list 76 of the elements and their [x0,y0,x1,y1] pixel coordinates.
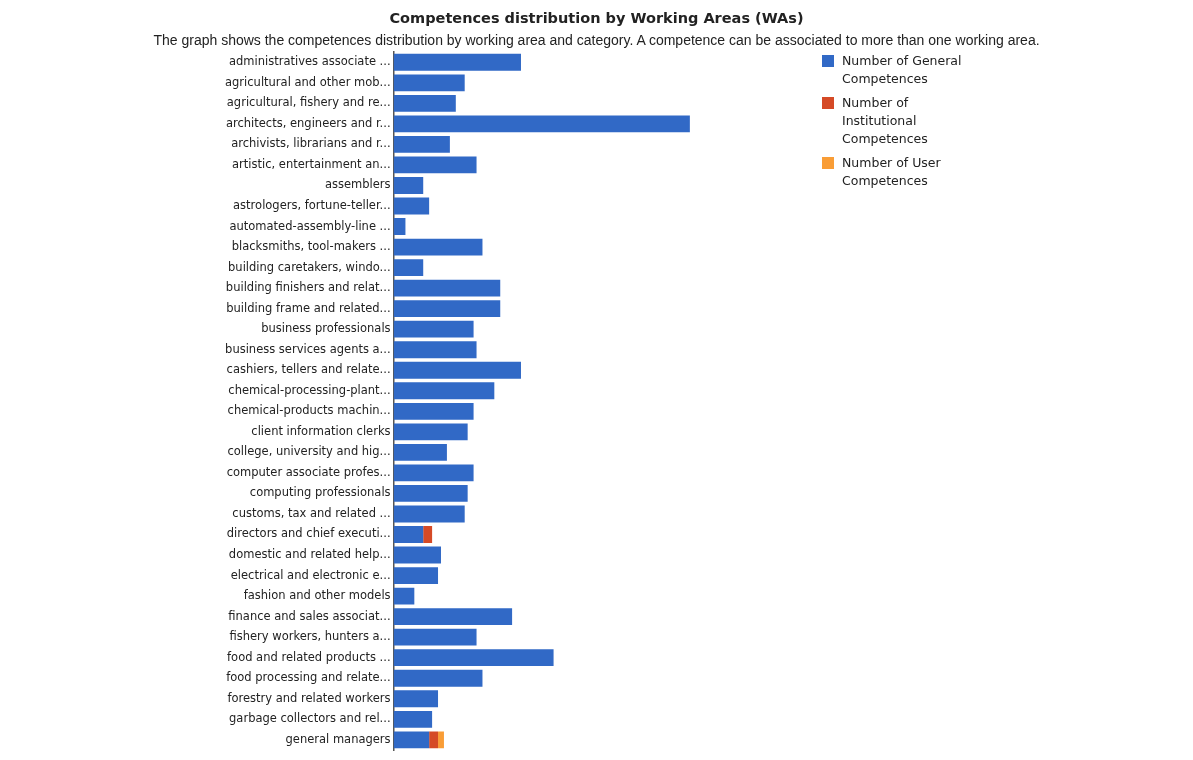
bar [393,526,424,543]
bar [393,115,690,133]
legend-label: Number of Institutional Competences [842,94,929,148]
y-tick-label: automated-assembly-line ... [229,218,391,233]
y-tick-label: customs, tax and related ... [232,505,391,520]
legend-label: Number of General Competences [842,52,963,88]
bar [393,197,430,215]
y-tick-label: client information clerks [251,423,391,438]
y-tick-label: food processing and relate... [226,670,391,685]
y-tick-label: artistic, entertainment an... [232,156,391,171]
bar [393,690,439,708]
y-tick-label: chemical-processing-plant... [228,382,391,397]
bar [393,608,513,626]
bar [393,423,468,441]
y-tick-label: food and related products ... [227,649,391,664]
y-tick-label: cashiers, tellers and relate... [226,362,391,377]
bar [393,218,406,235]
bar [393,74,465,92]
chart-title: Competences distribution by Working Areas (WAs) [388,10,805,26]
y-tick-label: building caretakers, windo... [228,259,391,274]
y-tick-label: chemical-products machin... [227,403,391,418]
bar [393,464,474,482]
bar [393,567,439,584]
y-tick-label: electrical and electronic e... [230,567,391,582]
y-tick-label: building finishers and relat... [225,280,391,295]
bar [423,526,433,543]
bar [429,731,439,749]
bar [393,402,474,420]
y-tick-label: fashion and other models [243,588,391,603]
y-tick-label: architects, engineers and r... [225,115,391,130]
bar [393,94,456,112]
y-tick-label: computer associate profes... [226,464,391,479]
y-tick-label: assemblers [324,177,391,192]
y-tick-label: business services agents a... [225,341,391,356]
bar [393,238,483,256]
y-tick-label: building frame and related... [226,300,391,315]
y-tick-label: garbage collectors and rel... [229,711,391,726]
legend-label: Number of User Competences [842,154,942,190]
y-tick-label: fishery workers, hunters a... [229,629,391,644]
bar [393,546,441,564]
bar [393,382,495,400]
bar [393,485,468,502]
bar [438,731,444,749]
y-tick-label: astrologers, fortune-teller... [233,197,391,212]
y-tick-label: general managers [285,731,391,746]
bar [393,443,447,461]
bar [393,505,465,523]
bar [393,587,415,605]
y-tick-label: domestic and related help... [228,547,391,562]
y-tick-label: business professionals [261,321,391,336]
y-tick-label: forestry and related workers [227,690,391,705]
y-tick-label: finance and sales associat... [228,608,391,623]
bar [393,156,477,174]
y-tick-label: agricultural and other mob... [224,74,391,89]
bar [393,135,450,153]
bar [393,341,477,359]
bar [393,53,521,71]
bar [393,177,424,194]
bar [393,259,424,277]
bar [393,669,483,687]
bar [393,628,477,646]
y-tick-label: blacksmiths, tool-makers ... [231,239,391,254]
y-tick-label: administratives associate ... [229,54,391,69]
chart-subtitle: The graph shows the competences distribution by working area and category. A competence can be associated to more than one working area. [152,32,1041,48]
bar [393,731,430,749]
bar [393,710,433,728]
bar [393,320,474,338]
y-tick-label: directors and chief executi... [226,526,391,541]
y-tick-label: agricultural, fishery and re... [226,95,391,110]
y-tick-label: college, university and hig... [227,444,391,459]
bar [393,649,554,667]
bar [393,279,501,297]
y-tick-label: archivists, librarians and r... [231,136,391,151]
y-tick-label: computing professionals [249,485,391,500]
bar [393,300,501,318]
bar [393,361,521,379]
